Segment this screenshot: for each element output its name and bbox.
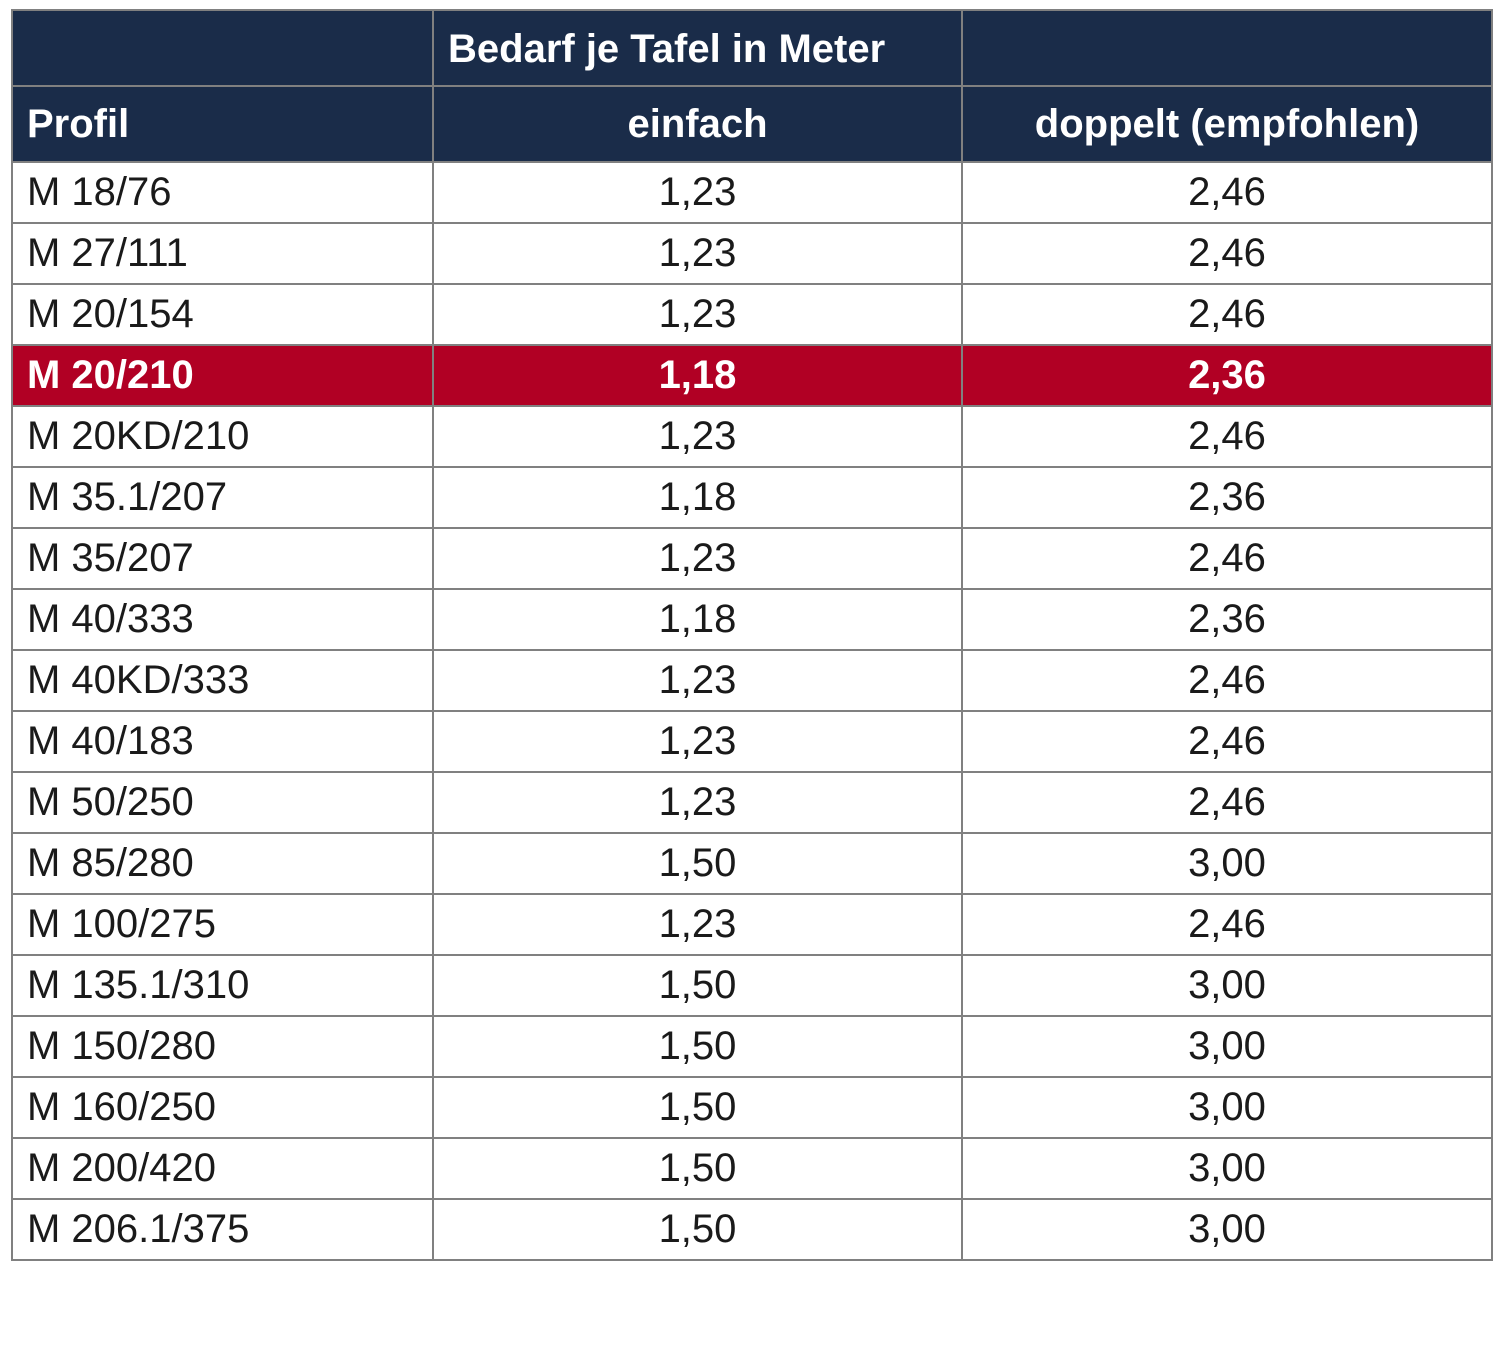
table-row: M 50/250 1,23 2,46 [11,771,1493,834]
cell-einfach: 1,23 [432,771,963,834]
header-empty-cell [11,9,434,87]
cell-profil: M 20KD/210 [11,405,434,468]
cell-profil: M 135.1/310 [11,954,434,1017]
table-row: M 85/280 1,50 3,00 [11,832,1493,895]
cell-einfach: 1,50 [432,832,963,895]
cell-doppelt: 2,36 [961,344,1493,407]
table-row: M 20KD/210 1,23 2,46 [11,405,1493,468]
table-row: M 206.1/375 1,50 3,00 [11,1198,1493,1261]
cell-doppelt: 2,46 [961,649,1493,712]
cell-einfach: 1,23 [432,649,963,712]
cell-doppelt: 3,00 [961,954,1493,1017]
cell-doppelt: 2,46 [961,710,1493,773]
table-row: M 100/275 1,23 2,46 [11,893,1493,956]
cell-doppelt: 3,00 [961,1137,1493,1200]
cell-profil: M 35.1/207 [11,466,434,529]
table-row: M 20/210 1,18 2,36 [11,344,1493,407]
table-row: M 40KD/333 1,23 2,46 [11,649,1493,712]
table-row: M 40/183 1,23 2,46 [11,710,1493,773]
cell-profil: M 40/333 [11,588,434,651]
cell-profil: M 85/280 [11,832,434,895]
cell-profil: M 206.1/375 [11,1198,434,1261]
table-row: M 35.1/207 1,18 2,36 [11,466,1493,529]
table-row: M 135.1/310 1,50 3,00 [11,954,1493,1017]
cell-profil: M 40KD/333 [11,649,434,712]
cell-doppelt: 2,46 [961,283,1493,346]
table-row: M 200/420 1,50 3,00 [11,1137,1493,1200]
cell-doppelt: 2,36 [961,466,1493,529]
header-doppelt: doppelt (empfohlen) [961,85,1493,163]
table-row: M 35/207 1,23 2,46 [11,527,1493,590]
header-group-title: Bedarf je Tafel in Meter [432,9,963,87]
cell-profil: M 200/420 [11,1137,434,1200]
cell-profil: M 27/111 [11,222,434,285]
cell-einfach: 1,50 [432,1076,963,1139]
header-einfach: einfach [432,85,963,163]
table-row: M 160/250 1,50 3,00 [11,1076,1493,1139]
cell-doppelt: 3,00 [961,832,1493,895]
header-row-group: Bedarf je Tafel in Meter [11,9,1493,87]
cell-doppelt: 3,00 [961,1015,1493,1078]
cell-einfach: 1,23 [432,161,963,224]
cell-profil: M 100/275 [11,893,434,956]
table-row: M 150/280 1,50 3,00 [11,1015,1493,1078]
cell-doppelt: 3,00 [961,1076,1493,1139]
cell-einfach: 1,23 [432,283,963,346]
cell-doppelt: 2,46 [961,771,1493,834]
cell-einfach: 1,23 [432,405,963,468]
header-empty-cell-right [961,9,1493,87]
header-profil: Profil [11,85,434,163]
cell-doppelt: 2,46 [961,405,1493,468]
cell-profil: M 35/207 [11,527,434,590]
cell-einfach: 1,23 [432,222,963,285]
cell-profil: M 18/76 [11,161,434,224]
cell-profil: M 20/154 [11,283,434,346]
table-row: M 20/154 1,23 2,46 [11,283,1493,346]
cell-profil: M 20/210 [11,344,434,407]
cell-doppelt: 2,46 [961,161,1493,224]
cell-einfach: 1,23 [432,710,963,773]
cell-doppelt: 2,46 [961,222,1493,285]
table-row: M 27/111 1,23 2,46 [11,222,1493,285]
cell-einfach: 1,50 [432,1015,963,1078]
table-row: M 40/333 1,18 2,36 [11,588,1493,651]
cell-doppelt: 2,46 [961,527,1493,590]
cell-einfach: 1,50 [432,1198,963,1261]
cell-doppelt: 2,36 [961,588,1493,651]
cell-einfach: 1,50 [432,1137,963,1200]
profile-requirements-table: Bedarf je Tafel in Meter Profil einfach … [11,9,1493,1261]
cell-einfach: 1,18 [432,344,963,407]
cell-profil: M 150/280 [11,1015,434,1078]
cell-profil: M 160/250 [11,1076,434,1139]
cell-doppelt: 2,46 [961,893,1493,956]
cell-einfach: 1,18 [432,466,963,529]
cell-einfach: 1,23 [432,893,963,956]
table-row: M 18/76 1,23 2,46 [11,161,1493,224]
cell-profil: M 40/183 [11,710,434,773]
cell-doppelt: 3,00 [961,1198,1493,1261]
cell-einfach: 1,18 [432,588,963,651]
cell-einfach: 1,50 [432,954,963,1017]
header-row-columns: Profil einfach doppelt (empfohlen) [11,85,1493,163]
cell-einfach: 1,23 [432,527,963,590]
cell-profil: M 50/250 [11,771,434,834]
